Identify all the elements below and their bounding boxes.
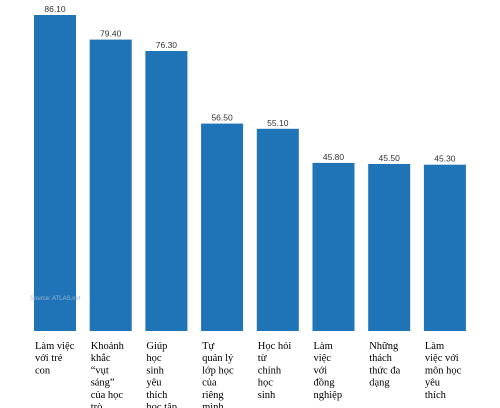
category-label-0-line-2: con (35, 365, 51, 376)
category-label-1-line-4: của học (91, 390, 124, 401)
category-label-7-line-2: môn học (425, 365, 462, 376)
bar-2 (145, 51, 188, 331)
category-label-4-line-4: sinh (258, 390, 276, 401)
category-label-7-line-3: yêu (425, 378, 441, 389)
category-label-7-line-4: thích (425, 390, 447, 401)
category-label-6-line-3: dạng (369, 378, 390, 389)
category-label-1-line-1: khắc (91, 353, 111, 364)
value-label-0: 86.10 (44, 4, 66, 14)
category-label-4-line-2: chính (258, 365, 282, 376)
value-label-1: 79.40 (100, 29, 122, 39)
category-label-3-line-0: Tự (202, 341, 214, 352)
category-label-3-line-3: của (202, 378, 217, 389)
category-label-3-line-1: quản lý (202, 353, 234, 364)
category-label-1-line-3: sáng” (91, 378, 115, 389)
source-note: Source: ATLAS.net (30, 296, 81, 302)
category-label-4-line-0: Học hỏi (258, 341, 292, 352)
category-label-2-line-5: học tập (146, 402, 177, 408)
value-label-7: 45.30 (434, 154, 456, 164)
category-label-3-line-2: lớp học (202, 365, 234, 376)
category-label-3-line-4: riêng (202, 390, 224, 401)
category-label-2-line-2: sinh (146, 365, 164, 376)
category-label-1-line-0: Khoảnh (91, 341, 125, 352)
category-label-1-line-5: trò (91, 402, 103, 408)
category-label-0-line-1: với trẻ (35, 353, 63, 364)
category-label-5-line-0: Làm (314, 341, 333, 352)
category-label-2-line-4: thích (146, 390, 168, 401)
category-label-7-line-1: việc với (425, 353, 459, 364)
bar-3 (201, 123, 244, 331)
category-label-4-line-1: từ (258, 353, 267, 364)
category-label-7-line-0: Làm (425, 341, 444, 352)
category-label-5-line-2: với (314, 365, 328, 376)
value-label-6: 45.50 (379, 153, 401, 163)
bar-6 (368, 164, 411, 331)
bar-1 (89, 39, 132, 331)
category-label-6-line-2: thức đa (369, 365, 400, 376)
value-label-2: 76.30 (156, 40, 178, 50)
bar-0 (34, 15, 76, 331)
category-label-3-line-5: mình (202, 402, 224, 408)
category-label-5-line-4: nghiệp (314, 390, 343, 401)
category-label-5-line-1: việc (314, 353, 332, 364)
category-label-2-line-0: Giúp (146, 341, 167, 352)
category-label-5-line-3: đồng (314, 378, 336, 389)
value-label-4: 55.10 (267, 118, 289, 128)
category-label-1-line-2: “vụt (91, 365, 109, 376)
value-labels-group: 86.10 79.40 76.30 56.50 55.10 45.80 45.50 45.30 (44, 4, 455, 164)
value-label-3: 56.50 (211, 113, 233, 123)
bar-5 (312, 162, 355, 331)
bar-4 (256, 128, 299, 331)
bar-7 (423, 164, 466, 331)
category-label-6-line-0: Những (369, 341, 399, 352)
bars-group (34, 15, 466, 331)
category-label-6-line-1: thách (369, 353, 392, 364)
category-label-0-line-0: Làm việc (35, 341, 75, 352)
value-label-5: 45.80 (323, 152, 345, 162)
category-label-2-line-1: học (146, 353, 162, 364)
category-label-4-line-3: học (258, 378, 274, 389)
category-label-2-line-3: yêu (146, 378, 162, 389)
